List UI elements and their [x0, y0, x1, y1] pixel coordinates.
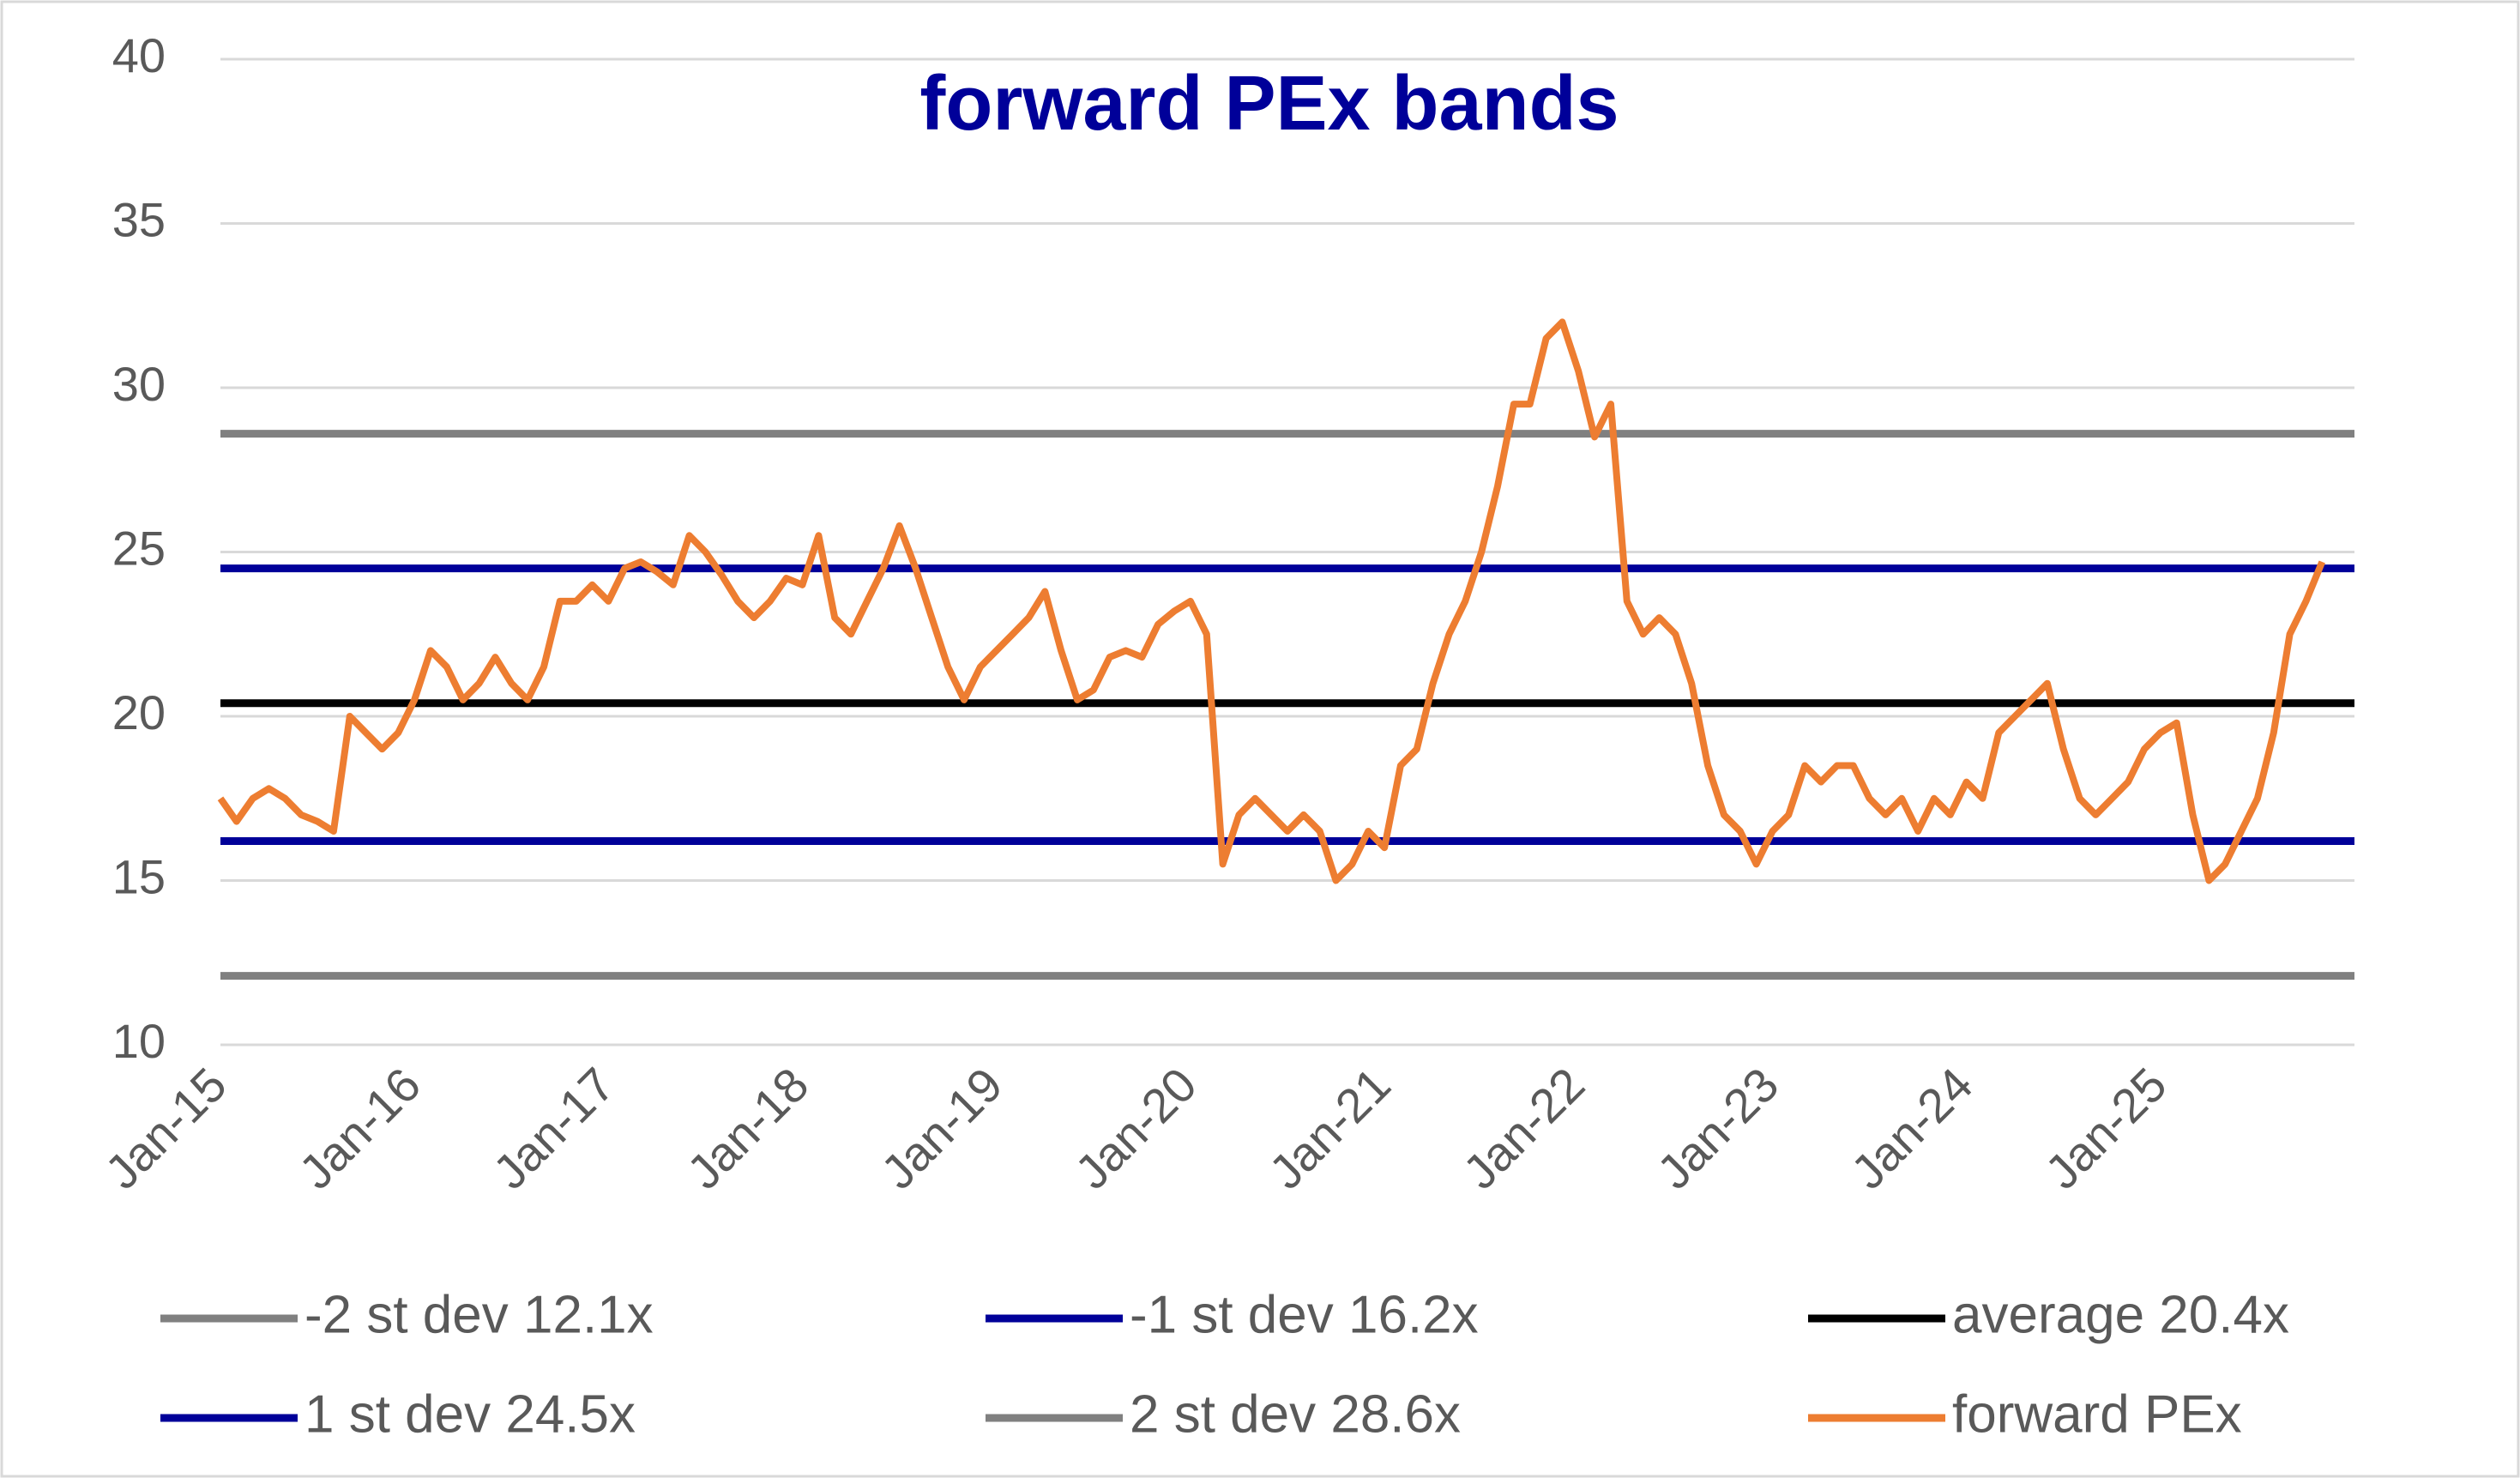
y-tick-label: 25 — [112, 521, 166, 575]
legend-label: 1 st dev 24.5x — [304, 1384, 636, 1444]
chart-title: forward PEx bands — [919, 61, 1619, 147]
y-tick-label: 10 — [112, 1014, 166, 1068]
legend-label: average 20.4x — [1952, 1285, 2289, 1344]
y-tick-label: 20 — [112, 685, 166, 739]
y-tick-label: 15 — [112, 849, 166, 903]
y-tick-label: 40 — [112, 28, 166, 82]
legend-label: -1 st dev 16.2x — [1130, 1285, 1479, 1344]
legend-label: -2 st dev 12.1x — [304, 1285, 654, 1344]
y-tick-label: 30 — [112, 357, 166, 411]
legend-label: 2 st dev 28.6x — [1130, 1384, 1461, 1444]
series-line — [217, 318, 2326, 884]
y-tick-label: 35 — [112, 192, 166, 246]
legend-label: forward PEx — [1952, 1384, 2242, 1444]
